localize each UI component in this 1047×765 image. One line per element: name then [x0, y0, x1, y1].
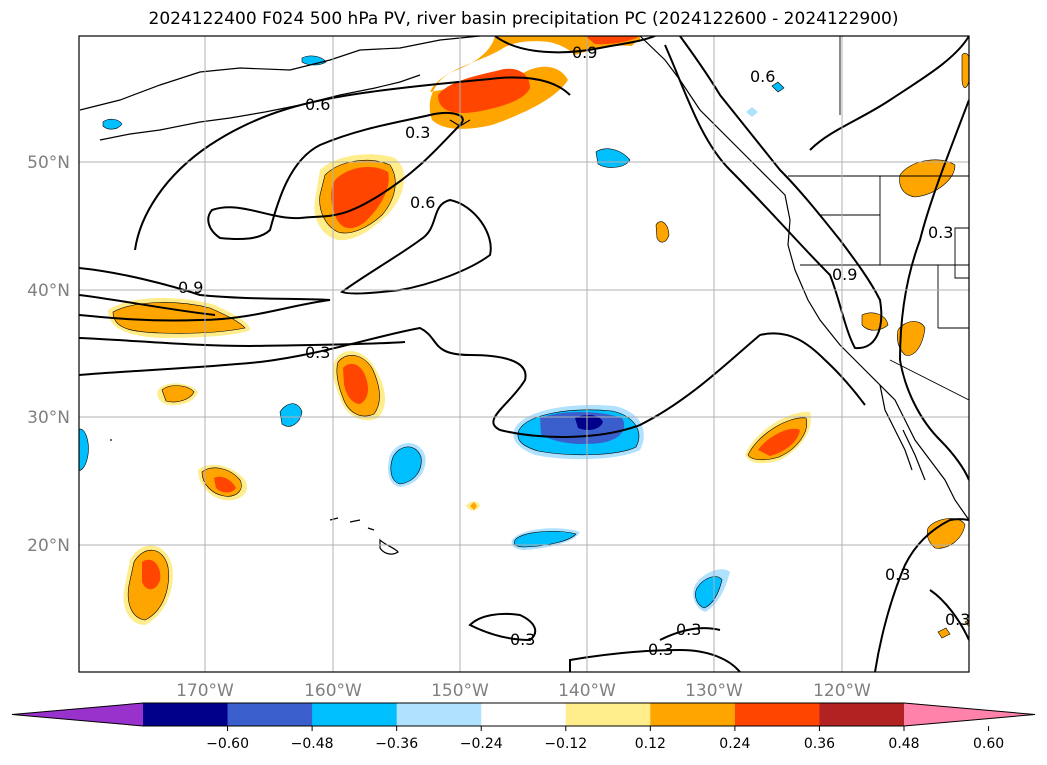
colorbar-swatch — [227, 703, 313, 726]
colorbar-tick-label: 0.60 — [973, 736, 1004, 752]
lat-label: 50°N — [27, 153, 70, 173]
colorbar-tick-label: 0.12 — [635, 736, 666, 752]
colorbar-swatch — [734, 703, 820, 726]
colorbar-tick-label: −0.48 — [291, 736, 334, 752]
colorbar-tick-label: 0.48 — [888, 736, 919, 752]
lon-label: 140°W — [558, 681, 616, 701]
colorbar-tick-label: 0.36 — [804, 736, 835, 752]
lon-label: 120°W — [813, 681, 871, 701]
coastlines — [79, 36, 969, 555]
precip-anomaly-fills — [79, 36, 969, 639]
longitude-labels: 170°W 160°W 150°W 140°W 130°W 120°W — [176, 681, 871, 701]
map-title: 2024122400 F024 500 hPa PV, river basin … — [148, 9, 899, 29]
colorbar-tick-label: −0.60 — [206, 736, 249, 752]
contour-label: 0.3 — [648, 640, 673, 659]
contour-label: 0.9 — [832, 265, 857, 284]
colorbar-outline — [11, 702, 1036, 727]
lon-label: 130°W — [685, 681, 743, 701]
contour-label: 0.3 — [928, 223, 953, 242]
contour-label: 0.9 — [572, 43, 597, 62]
colorbar-swatch — [143, 703, 229, 726]
colorbar: −0.60 −0.48 −0.36 −0.24 −0.12 0.12 0.24 0.36 0.4… — [11, 702, 1036, 752]
colorbar-swatch — [396, 703, 482, 726]
lat-label: 30°N — [27, 408, 70, 428]
colorbar-tick-label: −0.36 — [375, 736, 418, 752]
graticule — [79, 36, 969, 672]
contour-label: 0.3 — [405, 123, 430, 142]
colorbar-tick-label: 0.24 — [719, 736, 750, 752]
colorbar-swatch — [565, 703, 651, 726]
contour-label: 0.3 — [945, 610, 970, 629]
lon-label: 150°W — [431, 681, 489, 701]
colorbar-swatch — [650, 703, 736, 726]
colorbar-swatch — [312, 703, 398, 726]
colorbar-swatch — [819, 703, 905, 726]
contour-label: 0.3 — [510, 630, 535, 649]
colorbar-tick-label: −0.12 — [544, 736, 587, 752]
colorbar-tick-label: −0.24 — [460, 736, 503, 752]
contour-label: 0.6 — [750, 67, 775, 86]
lat-label: 40°N — [27, 281, 70, 301]
lon-label: 170°W — [176, 681, 234, 701]
colorbar-swatch — [481, 703, 567, 726]
colorbar-extension-low — [12, 703, 143, 726]
contour-label: 0.3 — [885, 565, 910, 584]
contour-label: 0.3 — [305, 343, 330, 362]
political-borders — [788, 36, 969, 401]
lat-label: 20°N — [27, 536, 70, 556]
latitude-labels: 50°N 40°N 30°N 20°N — [27, 153, 70, 556]
contour-label: 0.6 — [410, 193, 435, 212]
contour-label: 0.3 — [676, 620, 701, 639]
lon-label: 160°W — [304, 681, 362, 701]
contour-label: 0.6 — [305, 95, 330, 114]
pv-contours — [79, 36, 969, 672]
contour-label: 0.9 — [178, 278, 203, 297]
colorbar-extension-high — [904, 703, 1035, 726]
contour-labels: 0.9 0.6 0.6 0.3 0.6 0.9 0.3 0.3 0.9 0.3 … — [178, 43, 970, 659]
map-frame — [78, 35, 970, 673]
